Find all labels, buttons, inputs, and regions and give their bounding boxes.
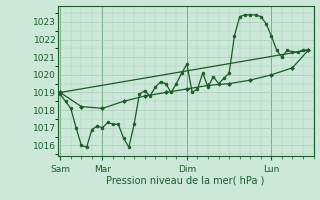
- X-axis label: Pression niveau de la mer( hPa ): Pression niveau de la mer( hPa ): [107, 175, 265, 185]
